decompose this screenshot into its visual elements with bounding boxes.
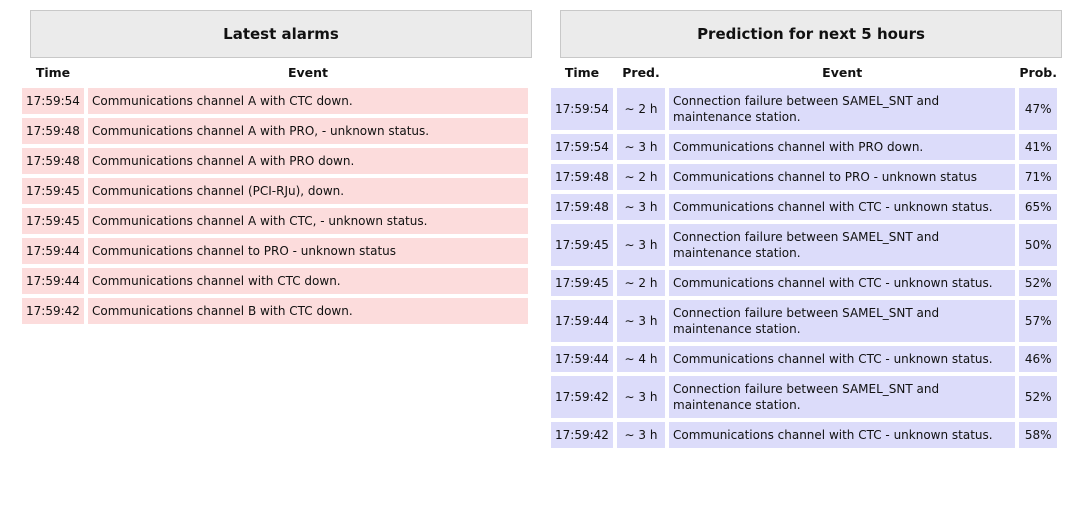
alarm-row[interactable]: 17:59:48 Communications channel A with PR… xyxy=(22,118,528,144)
prediction-row[interactable]: 17:59:42 ∼ 3 h Connection failure between … xyxy=(551,376,1057,418)
prediction-row[interactable]: 17:59:45 ∼ 2 h Communications channel with… xyxy=(551,270,1057,296)
alarm-time: 17:59:54 xyxy=(22,88,84,114)
prediction-row[interactable]: 17:59:48 ∼ 3 h Communications channel with… xyxy=(551,194,1057,220)
prediction-event: Connection failure between SAMEL_SNT and… xyxy=(669,300,1016,342)
prediction-event: Communications channel with CTC - unknow… xyxy=(669,422,1016,448)
alarm-time: 17:59:44 xyxy=(22,268,84,294)
prediction-horizon: ∼ 4 h xyxy=(617,346,665,372)
alarm-row[interactable]: 17:59:48 Communications channel A with PR… xyxy=(22,148,528,174)
prediction-probability: 65% xyxy=(1019,194,1057,220)
prediction-event: Communications channel to PRO - unknown … xyxy=(669,164,1016,190)
prediction-time: 17:59:48 xyxy=(551,194,613,220)
prediction-horizon: ∼ 2 h xyxy=(617,270,665,296)
prediction-horizon: ∼ 3 h xyxy=(617,422,665,448)
prediction-probability: 41% xyxy=(1019,134,1057,160)
prediction-row[interactable]: 17:59:54 ∼ 3 h Communications channel with… xyxy=(551,134,1057,160)
alarms-col-event: Event xyxy=(287,65,329,80)
alarms-col-time: Time xyxy=(35,65,71,80)
alarm-row[interactable]: 17:59:42 Communications channel B with CT… xyxy=(22,298,528,324)
prediction-horizon: ∼ 3 h xyxy=(617,300,665,342)
alarm-event: Communications channel A with PRO, - unk… xyxy=(88,118,528,144)
alarm-event: Communications channel with CTC down. xyxy=(88,268,528,294)
alarm-row[interactable]: 17:59:54 Communications channel A with CT… xyxy=(22,88,528,114)
alarms-header-row: Time Event xyxy=(22,62,528,84)
prediction-event: Communications channel with CTC - unknow… xyxy=(669,346,1016,372)
prediction-row[interactable]: 17:59:44 ∼ 3 h Connection failure between … xyxy=(551,300,1057,342)
prediction-time: 17:59:54 xyxy=(551,88,613,130)
prediction-col-time: Time xyxy=(564,65,600,80)
prediction-col-event: Event xyxy=(822,65,863,80)
alarm-event: Communications channel to PRO - unknown … xyxy=(88,238,528,264)
prediction-table: Time Pred. Event Prob. 17:59:54 ∼ 2 h Conn… xyxy=(547,58,1061,452)
prediction-horizon: ∼ 3 h xyxy=(617,376,665,418)
prediction-probability: 57% xyxy=(1019,300,1057,342)
prediction-time: 17:59:54 xyxy=(551,134,613,160)
prediction-event: Communications channel with PRO down. xyxy=(669,134,1016,160)
alarm-row[interactable]: 17:59:44 Communications channel to PRO - … xyxy=(22,238,528,264)
prediction-probability: 58% xyxy=(1019,422,1057,448)
prediction-time: 17:59:42 xyxy=(551,422,613,448)
prediction-col-prob: Prob. xyxy=(1019,65,1057,80)
prediction-event: Communications channel with CTC - unknow… xyxy=(669,194,1016,220)
prediction-probability: 71% xyxy=(1019,164,1057,190)
prediction-probability: 46% xyxy=(1019,346,1057,372)
prediction-col-pred: Pred. xyxy=(622,65,660,80)
prediction-horizon: ∼ 3 h xyxy=(617,194,665,220)
prediction-time: 17:59:42 xyxy=(551,376,613,418)
alarm-event: Communications channel B with CTC down. xyxy=(88,298,528,324)
prediction-row[interactable]: 17:59:44 ∼ 4 h Communications channel with… xyxy=(551,346,1057,372)
prediction-horizon: ∼ 2 h xyxy=(617,88,665,130)
prediction-probability: 52% xyxy=(1019,270,1057,296)
alarm-event: Communications channel (PCI-RJu), down. xyxy=(88,178,528,204)
prediction-horizon: ∼ 3 h xyxy=(617,134,665,160)
alarm-time: 17:59:48 xyxy=(22,118,84,144)
latest-alarms-panel: Latest alarms Time Event 17:59:54 Communi… xyxy=(22,10,532,328)
alarm-time: 17:59:45 xyxy=(22,178,84,204)
prediction-time: 17:59:44 xyxy=(551,300,613,342)
alarm-row[interactable]: 17:59:44 Communications channel with CTC … xyxy=(22,268,528,294)
prediction-row[interactable]: 17:59:45 ∼ 3 h Connection failure between … xyxy=(551,224,1057,266)
alarms-table: Time Event 17:59:54 Communications channe… xyxy=(18,58,532,328)
prediction-header-row: Time Pred. Event Prob. xyxy=(551,62,1057,84)
prediction-time: 17:59:45 xyxy=(551,224,613,266)
prediction-row[interactable]: 17:59:42 ∼ 3 h Communications channel with… xyxy=(551,422,1057,448)
latest-alarms-title: Latest alarms xyxy=(30,10,532,58)
prediction-panel: Prediction for next 5 hours Time Pred. E… xyxy=(551,10,1062,452)
prediction-probability: 50% xyxy=(1019,224,1057,266)
alarm-event: Communications channel A with PRO down. xyxy=(88,148,528,174)
prediction-row[interactable]: 17:59:54 ∼ 2 h Connection failure between … xyxy=(551,88,1057,130)
prediction-event: Connection failure between SAMEL_SNT and… xyxy=(669,376,1016,418)
alarm-event: Communications channel A with CTC down. xyxy=(88,88,528,114)
prediction-horizon: ∼ 3 h xyxy=(617,224,665,266)
alarm-row[interactable]: 17:59:45 Communications channel (PCI-RJu)… xyxy=(22,178,528,204)
prediction-event: Communications channel with CTC - unknow… xyxy=(669,270,1016,296)
alarm-time: 17:59:48 xyxy=(22,148,84,174)
prediction-event: Connection failure between SAMEL_SNT and… xyxy=(669,224,1016,266)
prediction-title: Prediction for next 5 hours xyxy=(560,10,1062,58)
prediction-time: 17:59:45 xyxy=(551,270,613,296)
alarm-event: Communications channel A with CTC, - unk… xyxy=(88,208,528,234)
alarm-row[interactable]: 17:59:45 Communications channel A with CT… xyxy=(22,208,528,234)
prediction-event: Connection failure between SAMEL_SNT and… xyxy=(669,88,1016,130)
prediction-row[interactable]: 17:59:48 ∼ 2 h Communications channel to P… xyxy=(551,164,1057,190)
prediction-probability: 52% xyxy=(1019,376,1057,418)
prediction-time: 17:59:44 xyxy=(551,346,613,372)
alarm-time: 17:59:42 xyxy=(22,298,84,324)
alarm-time: 17:59:45 xyxy=(22,208,84,234)
alarm-time: 17:59:44 xyxy=(22,238,84,264)
prediction-horizon: ∼ 2 h xyxy=(617,164,665,190)
prediction-probability: 47% xyxy=(1019,88,1057,130)
prediction-time: 17:59:48 xyxy=(551,164,613,190)
